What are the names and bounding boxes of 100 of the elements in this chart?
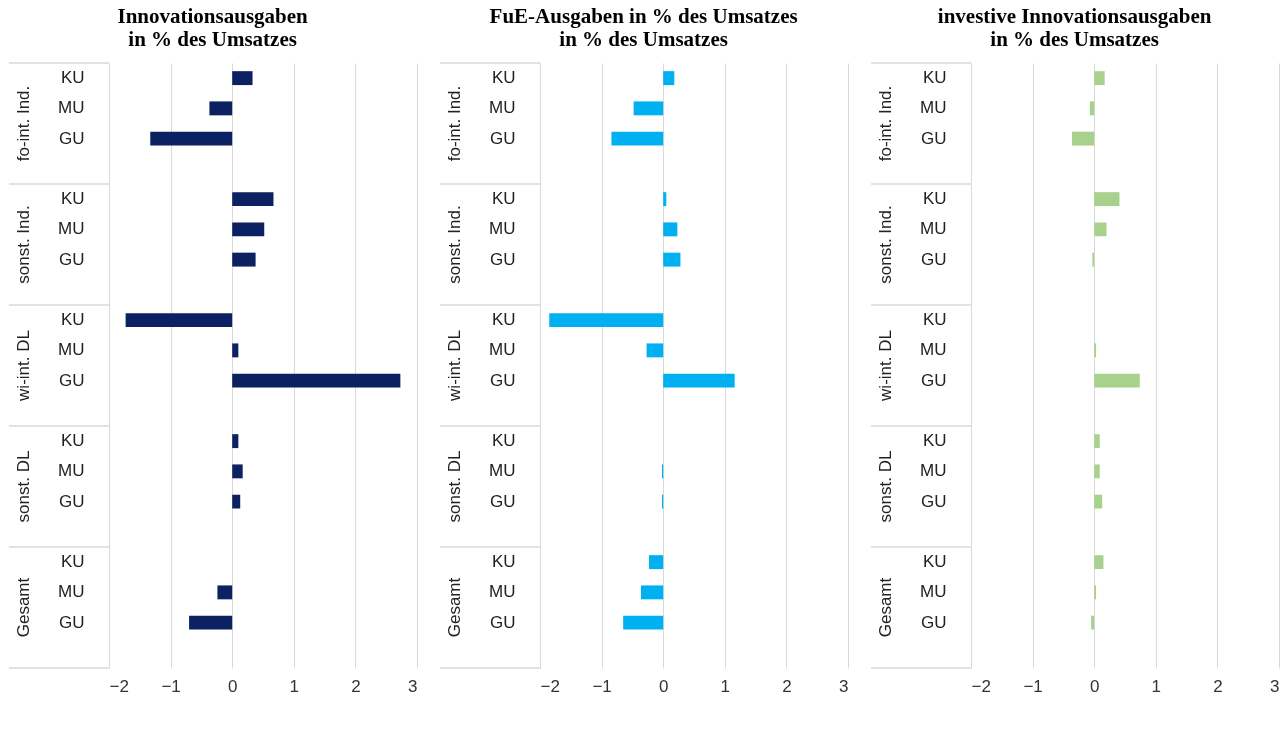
x-tick-label: 3 bbox=[1270, 676, 1280, 696]
y-tick-label: MU bbox=[489, 98, 516, 118]
bar bbox=[549, 313, 664, 328]
bar bbox=[1094, 555, 1104, 570]
y-tick-label: MU bbox=[58, 582, 85, 602]
y-tick-label: KU bbox=[922, 552, 947, 572]
y-tick-label: GU bbox=[490, 612, 516, 632]
y-tick-label: MU bbox=[920, 340, 947, 360]
text: wi-int. DL bbox=[876, 330, 895, 402]
bar bbox=[1072, 131, 1095, 146]
x-tick-label: −1 bbox=[1023, 676, 1043, 696]
text: fo-int. Ind. bbox=[876, 85, 895, 162]
text: sonst. Ind. bbox=[445, 205, 464, 284]
text: fo-int. Ind. bbox=[14, 85, 33, 162]
y-tick-label: GU bbox=[59, 128, 85, 148]
bar bbox=[663, 71, 675, 86]
y-tick-label: KU bbox=[60, 310, 85, 330]
y-tick-label: MU bbox=[58, 340, 85, 360]
chart-title: investive Innovationsausgaben in % des Umsatzes bbox=[937, 4, 1212, 52]
y-tick-label: KU bbox=[491, 68, 516, 88]
y-tick-label: KU bbox=[60, 552, 85, 572]
x-tick-label: −2 bbox=[109, 676, 129, 696]
bar bbox=[623, 615, 664, 630]
y-tick-label: KU bbox=[922, 189, 947, 209]
y-tick-label: GU bbox=[921, 370, 947, 390]
text: Gesamt bbox=[445, 577, 464, 638]
bar bbox=[646, 343, 664, 358]
text: fo-int. Ind. bbox=[445, 85, 464, 162]
y-tick-label: MU bbox=[489, 582, 516, 602]
y-tick-label: KU bbox=[60, 431, 85, 451]
bar bbox=[611, 131, 664, 146]
bar bbox=[663, 192, 667, 207]
y-tick-label: KU bbox=[491, 189, 516, 209]
y-tick-label: GU bbox=[921, 249, 947, 269]
y-tick-label: KU bbox=[922, 310, 947, 330]
x-tick-label: 1 bbox=[289, 676, 300, 696]
y-tick-label: GU bbox=[921, 612, 947, 632]
y-tick-label: MU bbox=[489, 340, 516, 360]
x-tick-label: 3 bbox=[408, 676, 418, 696]
y-tick-label: MU bbox=[58, 98, 85, 118]
x-tick-label: −2 bbox=[540, 676, 560, 696]
text: sonst. DL bbox=[876, 450, 895, 523]
y-tick-label: MU bbox=[489, 461, 516, 481]
x-tick-label: 2 bbox=[351, 676, 361, 696]
chart-title: Innovationsausgaben in % des Umsatzes bbox=[117, 4, 309, 52]
x-tick-label: 0 bbox=[227, 676, 238, 696]
x-tick-label: 0 bbox=[658, 676, 669, 696]
bar bbox=[649, 555, 664, 570]
bar bbox=[1089, 101, 1095, 116]
x-tick-label: −2 bbox=[971, 676, 991, 696]
x-tick-label: 1 bbox=[720, 676, 731, 696]
y-tick-label: KU bbox=[60, 68, 85, 88]
bar bbox=[1094, 373, 1140, 388]
y-tick-label: GU bbox=[59, 249, 85, 269]
y-tick-label: MU bbox=[920, 98, 947, 118]
bar bbox=[641, 585, 664, 600]
y-tick-label: MU bbox=[920, 461, 947, 481]
text: sonst. DL bbox=[14, 450, 33, 523]
y-tick-label: KU bbox=[491, 310, 516, 330]
y-tick-label: GU bbox=[921, 128, 947, 148]
y-tick-label: KU bbox=[60, 189, 85, 209]
y-tick-label: GU bbox=[490, 128, 516, 148]
y-tick-label: GU bbox=[59, 370, 85, 390]
bar bbox=[1094, 464, 1100, 479]
y-tick-label: GU bbox=[490, 370, 516, 390]
bar bbox=[633, 101, 664, 116]
y-tick-label: GU bbox=[921, 491, 947, 511]
text: sonst. Ind. bbox=[876, 205, 895, 284]
x-tick-label: 2 bbox=[782, 676, 792, 696]
x-tick-label: 1 bbox=[1151, 676, 1162, 696]
text: Gesamt bbox=[14, 577, 33, 638]
y-tick-label: MU bbox=[920, 219, 947, 239]
text: wi-int. DL bbox=[14, 330, 33, 402]
bar bbox=[1094, 434, 1100, 449]
chart-title: FuE-Ausgaben in % des Umsatzes in % des Umsatzes bbox=[489, 4, 798, 52]
text: wi-int. DL bbox=[445, 330, 464, 402]
bar bbox=[1094, 222, 1107, 237]
text: sonst. Ind. bbox=[14, 205, 33, 284]
bar bbox=[1094, 192, 1120, 207]
text: sonst. DL bbox=[445, 450, 464, 523]
y-tick-label: MU bbox=[489, 219, 516, 239]
x-tick-label: 2 bbox=[1213, 676, 1223, 696]
y-tick-label: KU bbox=[491, 431, 516, 451]
x-tick-label: 0 bbox=[1089, 676, 1100, 696]
y-tick-label: KU bbox=[491, 552, 516, 572]
bar bbox=[1091, 615, 1095, 630]
text: Gesamt bbox=[876, 577, 895, 638]
y-tick-label: GU bbox=[59, 491, 85, 511]
bar bbox=[1094, 494, 1103, 509]
x-tick-label: 3 bbox=[839, 676, 849, 696]
y-tick-label: GU bbox=[490, 249, 516, 269]
bar bbox=[1094, 71, 1105, 86]
y-tick-label: MU bbox=[58, 461, 85, 481]
x-tick-label: −1 bbox=[592, 676, 612, 696]
x-tick-label: −1 bbox=[161, 676, 181, 696]
y-tick-label: GU bbox=[59, 612, 85, 632]
y-tick-label: MU bbox=[920, 582, 947, 602]
y-tick-label: KU bbox=[922, 68, 947, 88]
bar bbox=[663, 222, 678, 237]
y-tick-label: KU bbox=[922, 431, 947, 451]
